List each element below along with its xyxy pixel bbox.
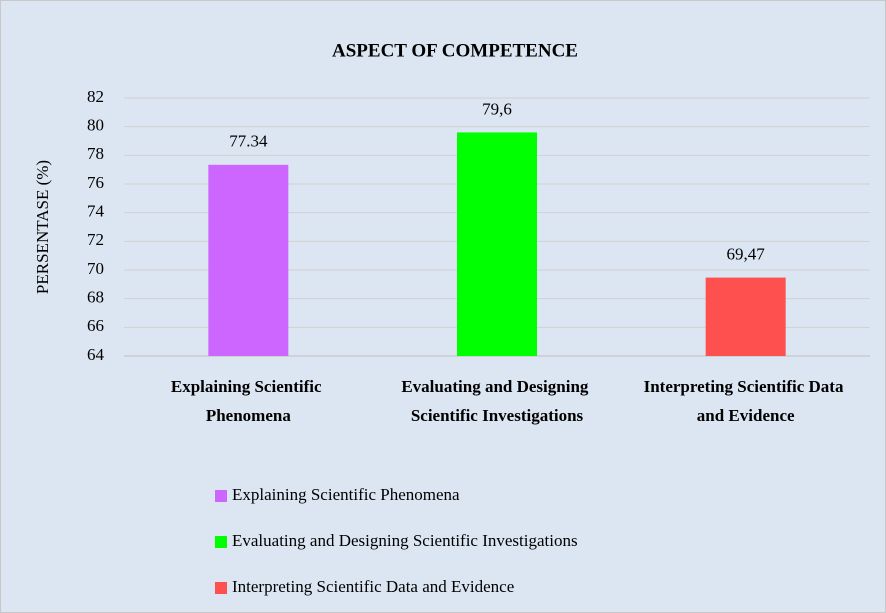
legend-swatch [215, 490, 227, 502]
y-tick-label: 64 [87, 345, 105, 364]
y-tick-label: 80 [87, 116, 104, 135]
bar [705, 277, 786, 356]
data-label: 69,47 [727, 245, 766, 264]
y-tick-label: 78 [87, 144, 104, 163]
data-label: 79,6 [482, 99, 512, 118]
y-tick-label: 82 [87, 87, 104, 106]
data-label: 77.34 [229, 132, 268, 151]
x-tick-label: Interpreting Scientific Data and Evidenc… [644, 377, 848, 425]
x-tick-label: Evaluating and Designing Scientific Inve… [401, 377, 592, 425]
legend-label: Interpreting Scientific Data and Evidenc… [232, 577, 514, 596]
y-tick-label: 74 [87, 202, 105, 221]
legend-label: Evaluating and Designing Scientific Inve… [232, 531, 578, 550]
y-tick-label: 76 [87, 173, 104, 192]
y-tick-label: 70 [87, 259, 104, 278]
chart-title: ASPECT OF COMPETENCE [332, 40, 578, 61]
y-tick-label: 66 [87, 316, 104, 335]
y-tick-label: 72 [87, 230, 104, 249]
x-tick-label: Explaining Scientific Phenomena [171, 377, 326, 425]
legend-swatch [215, 536, 227, 548]
bar [457, 132, 537, 356]
y-axis-label: PERSENTASE (%) [33, 160, 52, 294]
y-tick-label: 68 [87, 288, 104, 307]
bar [208, 164, 289, 356]
legend-swatch [215, 582, 227, 594]
legend-label: Explaining Scientific Phenomena [232, 485, 460, 504]
